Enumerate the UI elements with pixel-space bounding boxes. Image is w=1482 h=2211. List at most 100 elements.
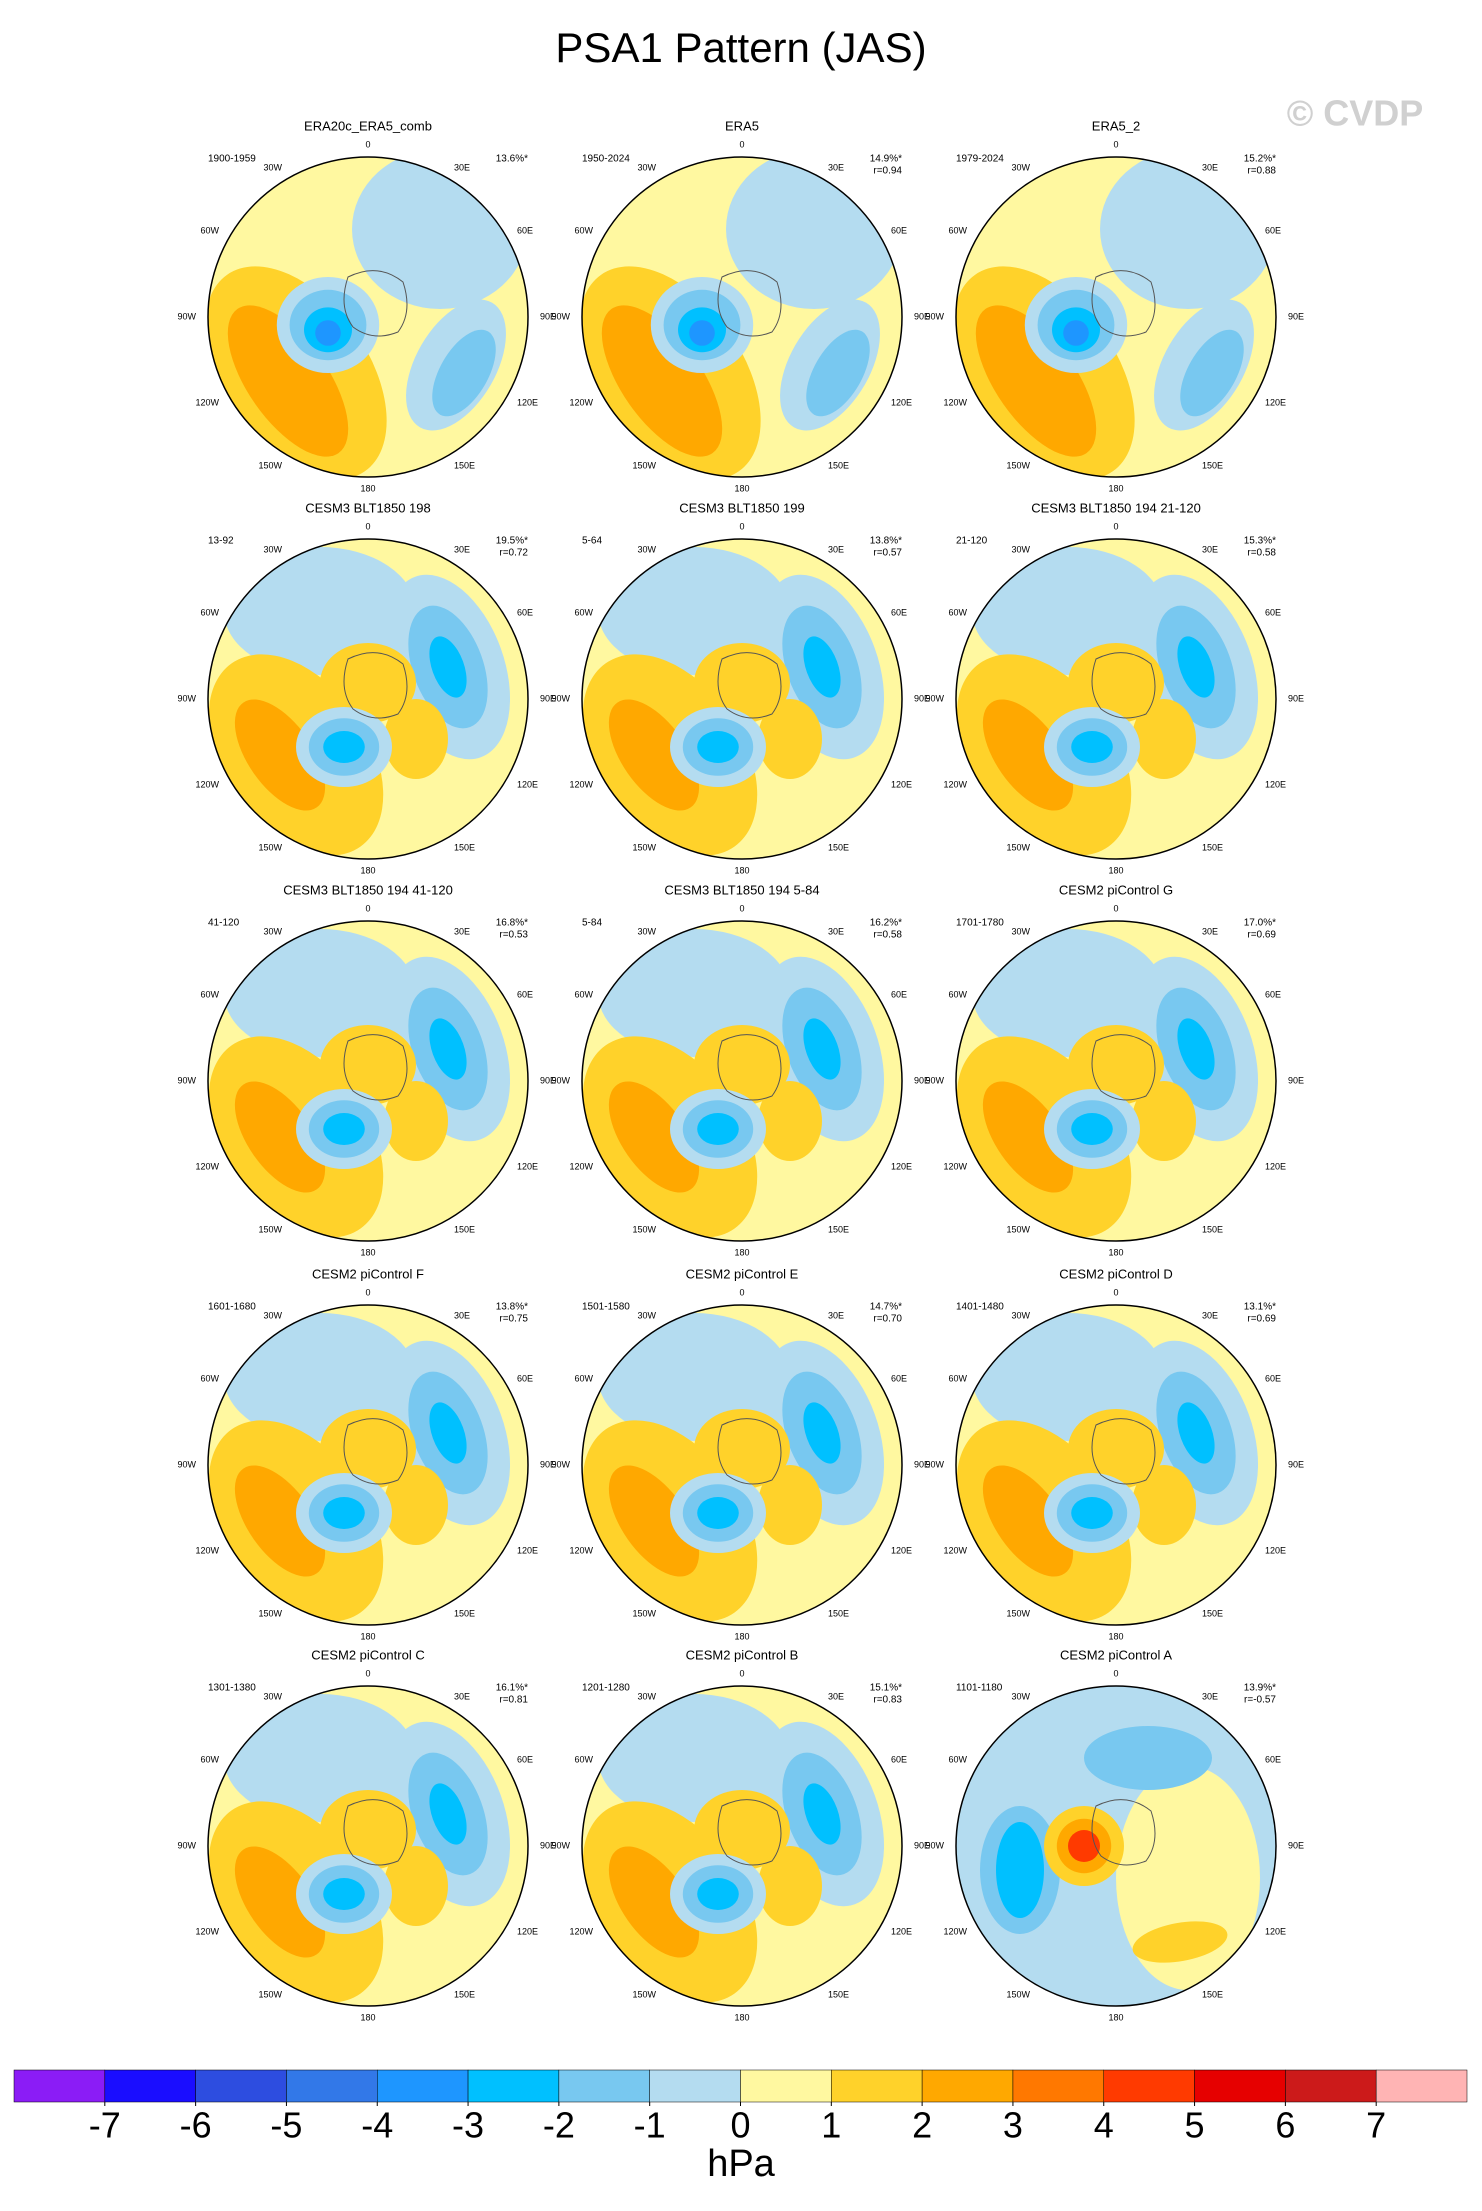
colorbar-tick-label: -3 — [452, 2105, 484, 2146]
contour-region — [689, 320, 715, 346]
lon-label: 60E — [517, 1373, 533, 1383]
colorbar-tick-label: 5 — [1185, 2105, 1205, 2146]
contour-region — [1063, 320, 1089, 346]
lon-label: 90E — [914, 1459, 930, 1469]
lon-label: 180 — [360, 1631, 375, 1641]
panel-pct: 13.8%* — [870, 536, 902, 547]
contour-region — [601, 305, 723, 457]
map-border — [955, 156, 1277, 478]
lon-label: 60W — [201, 1754, 220, 1764]
colorbar-tick-label: -2 — [543, 2105, 575, 2146]
lon-label: 60E — [891, 1373, 907, 1383]
lon-label: 30E — [1202, 926, 1218, 936]
lon-label: 150E — [454, 1989, 475, 1999]
map-border — [207, 1304, 529, 1626]
lon-label: 90W — [925, 1459, 944, 1469]
panel-period: 1501-1580 — [582, 1302, 630, 1313]
lon-label: 30W — [1011, 1691, 1030, 1701]
map-panel — [582, 921, 902, 1241]
panel-title: CESM2 piControl A — [1060, 1647, 1172, 1662]
panel-period: 21-120 — [956, 536, 988, 547]
contour-region — [320, 643, 416, 723]
contour-region — [803, 1783, 841, 1845]
contour-region — [227, 305, 349, 457]
antarctica-outline — [717, 270, 782, 337]
panel-period: 5-64 — [582, 536, 602, 547]
contour-region — [758, 1081, 822, 1161]
lon-label: 60W — [575, 225, 594, 235]
contour-region — [1132, 1081, 1196, 1161]
lon-label: 0 — [1113, 1668, 1118, 1678]
lon-label: 0 — [365, 521, 370, 531]
contour-region — [758, 1846, 822, 1926]
lon-label: 150W — [1006, 460, 1030, 470]
lon-label: 30W — [263, 1310, 282, 1320]
lon-label: 30W — [1011, 1310, 1030, 1320]
colorbar-box — [1194, 2069, 1286, 2103]
lon-label: 150E — [454, 1224, 475, 1234]
map-border — [207, 1685, 529, 2007]
lon-label: 30E — [454, 162, 470, 172]
panel-pct: 15.2%* — [1244, 154, 1276, 165]
lon-label: 30E — [828, 1310, 844, 1320]
lon-label: 60W — [949, 1373, 968, 1383]
contour-region — [608, 1465, 700, 1577]
contour-region — [1180, 329, 1244, 417]
lon-label: 120E — [517, 1545, 538, 1555]
lon-label: 90W — [925, 1840, 944, 1850]
panel-title: CESM3 BLT1850 198 — [305, 500, 431, 515]
lon-label: 60W — [201, 1373, 220, 1383]
lon-label: 60W — [575, 607, 594, 617]
panel-pct: 16.8%* — [496, 918, 528, 929]
antarctica-outline — [717, 1799, 782, 1866]
map-border — [207, 538, 529, 860]
colorbar-tick-label: 1 — [821, 2105, 841, 2146]
lon-label: 120W — [944, 1161, 968, 1171]
panel-title: CESM2 piControl E — [686, 1266, 799, 1281]
lon-label: 0 — [739, 521, 744, 531]
colorbar-unit: hPa — [707, 2143, 775, 2185]
lon-label: 90W — [177, 1075, 196, 1085]
contour-region — [694, 643, 790, 723]
panel-title: CESM3 BLT1850 194 5-84 — [664, 882, 819, 897]
lon-label: 30W — [637, 1691, 656, 1701]
lon-label: 60W — [201, 225, 220, 235]
colorbar-box — [286, 2069, 378, 2103]
lon-label: 30W — [637, 162, 656, 172]
map-border — [955, 920, 1277, 1242]
colorbar-box — [740, 2069, 832, 2103]
lon-label: 30W — [637, 1310, 656, 1320]
panel-pct: 14.7%* — [870, 1302, 902, 1313]
lon-label: 180 — [360, 865, 375, 875]
lon-label: 60E — [1265, 225, 1281, 235]
panel-pct: 16.1%* — [496, 1683, 528, 1694]
lon-label: 120E — [891, 779, 912, 789]
lon-label: 120W — [570, 1545, 594, 1555]
colorbar-box — [558, 2069, 650, 2103]
lon-label: 90E — [540, 1840, 556, 1850]
contour-region — [384, 699, 448, 779]
contour-region — [803, 636, 841, 698]
lon-label: 30E — [828, 1691, 844, 1701]
contour-region — [1068, 643, 1164, 723]
panel-r: r=0.81 — [499, 1695, 528, 1706]
lon-label: 60W — [575, 1754, 594, 1764]
lon-label: 90W — [925, 311, 944, 321]
panel-period: 5-84 — [582, 918, 602, 929]
panel-title: CESM2 piControl G — [1059, 882, 1173, 897]
lon-label: 60E — [1265, 607, 1281, 617]
antarctica-outline — [1091, 652, 1156, 719]
contour-region — [982, 1465, 1074, 1577]
lon-label: 120E — [1265, 1161, 1286, 1171]
lon-label: 120W — [196, 1926, 220, 1936]
lon-label: 120E — [517, 779, 538, 789]
lon-label: 90E — [914, 311, 930, 321]
panel-title: ERA5_2 — [1092, 118, 1140, 133]
colorbar-tick-label: -5 — [270, 2105, 302, 2146]
colorbar-box — [1375, 2069, 1468, 2103]
contour-region — [320, 1409, 416, 1489]
panel-title: ERA20c_ERA5_comb — [304, 118, 432, 133]
lon-label: 150W — [632, 460, 656, 470]
panel-pct: 15.3%* — [1244, 536, 1276, 547]
colorbar-tick-label: -6 — [180, 2105, 212, 2146]
